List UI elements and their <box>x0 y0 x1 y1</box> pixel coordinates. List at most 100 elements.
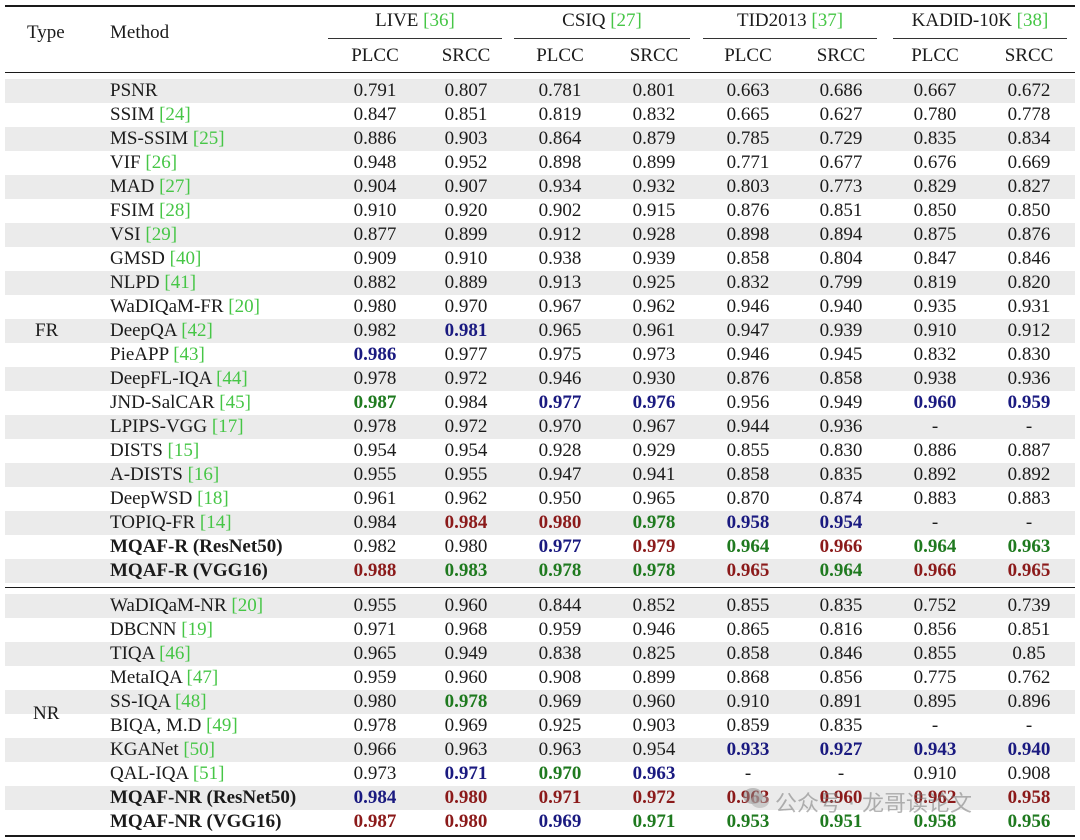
score-cell: 0.965 <box>538 320 582 341</box>
table-row: GMSD [40] 0.909 0.910 0.938 0.939 0.858 0.804 0… <box>5 247 1075 271</box>
score-cell: 0.858 <box>819 368 863 389</box>
score-cell: 0.938 <box>538 248 582 269</box>
table-row: QAL-IQA [51] 0.973 0.971 0.970 0.963 - - 0.910 0… <box>5 762 1075 786</box>
score-cell: 0.903 <box>632 715 676 736</box>
score-cell: 0.819 <box>913 272 957 293</box>
table-row: TIQA [46] 0.965 0.949 0.838 0.825 0.858 0.846 0… <box>5 642 1075 666</box>
score-cell: 0.910 <box>913 763 957 784</box>
watermark-text: 公众号 · 龙哥读论文 <box>775 792 972 817</box>
score-cell: 0.949 <box>819 392 863 413</box>
score-cell: 0.913 <box>538 272 582 293</box>
score-cell: 0.930 <box>632 368 676 389</box>
score-cell: 0.966 <box>353 739 397 760</box>
score-cell: 0.856 <box>913 619 957 640</box>
citation: [24] <box>159 104 191 125</box>
method-name: TOPIQ-FR <box>110 512 196 533</box>
score-cell: 0.855 <box>726 595 770 616</box>
score-cell: 0.827 <box>1007 176 1051 197</box>
score-cell: 0.954 <box>444 440 488 461</box>
score-cell: 0.965 <box>726 560 770 581</box>
score-cell: 0.887 <box>1007 440 1051 461</box>
score-cell: 0.886 <box>353 128 397 149</box>
method-cell: MQAF-R (ResNet50) <box>110 535 283 559</box>
method-cell: PieAPP [43] <box>110 343 205 367</box>
score-cell: 0.686 <box>819 80 863 101</box>
score-cell: 0.870 <box>726 488 770 509</box>
score-cell: 0.899 <box>632 667 676 688</box>
score-cell: 0.889 <box>444 272 488 293</box>
score-cell: 0.886 <box>913 440 957 461</box>
score-cell: 0.825 <box>632 643 676 664</box>
dataset-header: LIVE [36] <box>328 10 502 32</box>
method-name: JND-SalCAR <box>110 392 215 413</box>
score-cell: 0.946 <box>538 368 582 389</box>
method-name: FSIM <box>110 200 155 221</box>
score-cell: 0.846 <box>1007 248 1051 269</box>
citation: [49] <box>206 715 238 736</box>
table-row: FSIM [28] 0.910 0.920 0.902 0.915 0.876 0.851 0… <box>5 199 1075 223</box>
score-cell: 0.858 <box>726 464 770 485</box>
score-cell: 0.966 <box>913 560 957 581</box>
score-cell: 0.936 <box>819 416 863 437</box>
method-cell: LPIPS-VGG [17] <box>110 415 244 439</box>
type-header: Type <box>27 22 65 43</box>
score-cell: 0.910 <box>726 691 770 712</box>
score-cell: 0.944 <box>726 416 770 437</box>
score-cell: 0.964 <box>819 560 863 581</box>
score-cell: 0.892 <box>1007 464 1051 485</box>
citation: [47] <box>186 667 219 688</box>
score-cell: 0.980 <box>444 811 488 832</box>
score-cell: 0.946 <box>726 344 770 365</box>
dataset-name: LIVE <box>375 10 419 31</box>
score-cell: 0.829 <box>913 176 957 197</box>
citation: [18] <box>197 488 229 509</box>
method-cell: WaDIQaM-FR [20] <box>110 295 260 319</box>
citation: [41] <box>164 272 197 293</box>
score-cell: 0.807 <box>444 80 488 101</box>
score-cell: 0.851 <box>444 104 488 125</box>
citation: [27] <box>159 176 191 197</box>
table-row: VIF [26] 0.948 0.952 0.898 0.899 0.771 0.677 0.… <box>5 151 1075 175</box>
score-cell: 0.959 <box>1007 392 1051 413</box>
score-cell: 0.951 <box>819 811 863 832</box>
method-cell: MQAF-R (VGG16) <box>110 559 268 583</box>
method-cell: JND-SalCAR [45] <box>110 391 251 415</box>
score-cell: 0.835 <box>819 595 863 616</box>
score-cell: 0.908 <box>538 667 582 688</box>
score-cell: 0.910 <box>353 200 397 221</box>
method-name: WaDIQaM-FR <box>110 296 224 317</box>
score-cell: - <box>931 416 939 437</box>
score-cell: - <box>931 512 939 533</box>
score-cell: 0.980 <box>444 787 488 808</box>
score-cell: 0.896 <box>1007 691 1051 712</box>
metric-header: SRCC <box>441 45 491 66</box>
table-row: PieAPP [43] 0.986 0.977 0.975 0.973 0.946 0.94… <box>5 343 1075 367</box>
score-cell: 0.983 <box>444 560 488 581</box>
table-row: MQAF-NR (VGG16) 0.987 0.980 0.969 0.971 0.953… <box>5 810 1075 834</box>
method-cell: PSNR <box>110 79 158 103</box>
score-cell: 0.963 <box>1007 536 1051 557</box>
score-cell: 0.956 <box>1007 811 1051 832</box>
table-row: MQAF-R (ResNet50) 0.982 0.980 0.977 0.979 0.9… <box>5 535 1075 559</box>
method-cell: DeepQA [42] <box>110 319 213 343</box>
score-cell: 0.986 <box>353 344 397 365</box>
score-cell: 0.953 <box>726 811 770 832</box>
score-cell: 0.773 <box>819 176 863 197</box>
table-row: DeepFL-IQA [44] 0.978 0.972 0.946 0.930 0.876… <box>5 367 1075 391</box>
score-cell: 0.964 <box>913 536 957 557</box>
score-cell: 0.775 <box>913 667 957 688</box>
score-cell: 0.960 <box>913 392 957 413</box>
table-row: JND-SalCAR [45] 0.987 0.984 0.977 0.976 0.956… <box>5 391 1075 415</box>
score-cell: 0.912 <box>538 224 582 245</box>
citation: [40] <box>169 248 202 269</box>
citation: [45] <box>219 392 251 413</box>
score-cell: - <box>1025 512 1033 533</box>
score-cell: 0.965 <box>632 488 676 509</box>
method-name: KGANet <box>110 739 179 760</box>
score-cell: 0.876 <box>1007 224 1051 245</box>
method-cell: TOPIQ-FR [14] <box>110 511 232 535</box>
method-name: MS-SSIM <box>110 128 189 149</box>
method-name: DBCNN <box>110 619 177 640</box>
score-cell: 0.987 <box>353 811 397 832</box>
score-cell: 0.943 <box>913 739 957 760</box>
